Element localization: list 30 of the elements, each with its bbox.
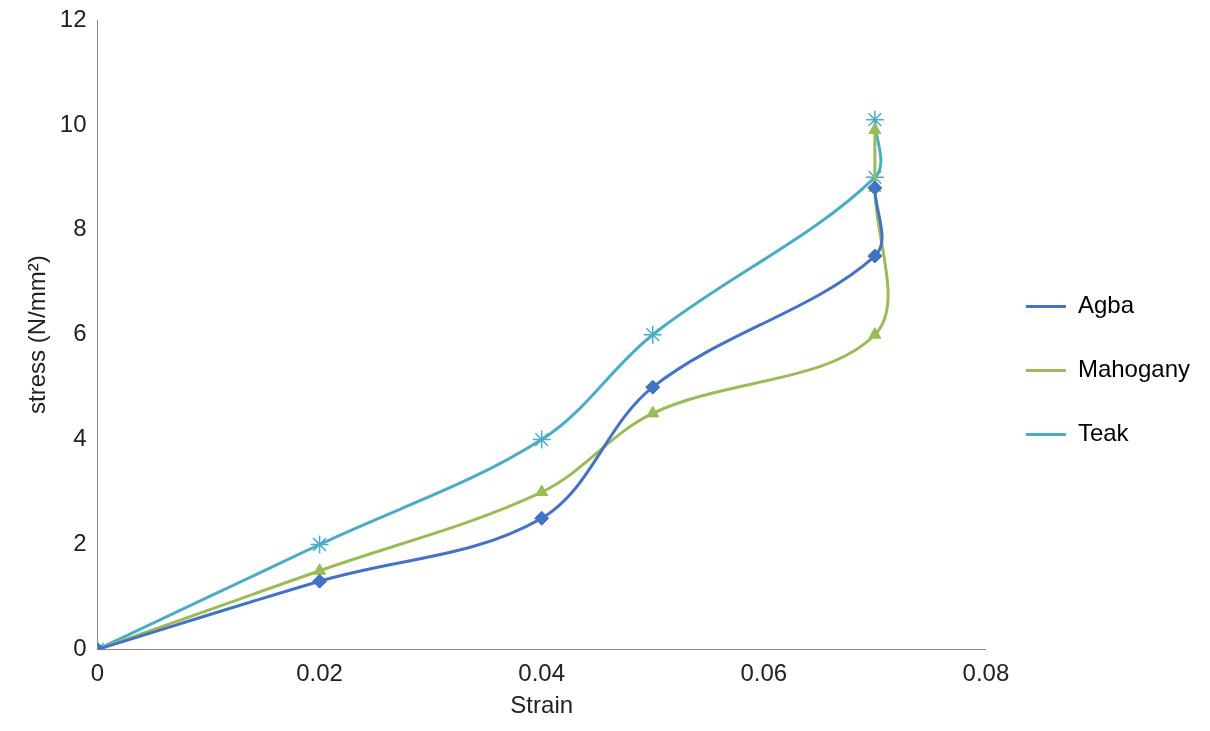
y-tick-label: 0 — [73, 634, 87, 662]
point — [313, 563, 327, 575]
point — [867, 180, 883, 196]
point — [867, 248, 883, 264]
y-tick-label: 10 — [59, 109, 87, 137]
y-tick-label: 6 — [73, 319, 87, 347]
point — [535, 484, 549, 497]
legend-label: Mahogany — [1077, 355, 1190, 383]
point — [868, 327, 882, 339]
point — [645, 379, 661, 395]
point — [531, 429, 552, 450]
point — [534, 510, 550, 526]
x-tick-label: 0.02 — [296, 659, 343, 687]
x-tick-label: 0.04 — [518, 659, 566, 687]
y-tick-label: 4 — [73, 424, 87, 452]
point — [643, 324, 663, 345]
y-tick-label: 2 — [73, 529, 87, 557]
x-tick-label: 0 — [90, 659, 105, 687]
legend-label: Agba — [1077, 291, 1135, 319]
point — [312, 573, 328, 589]
y-tick-label: 12 — [59, 4, 87, 32]
y-axis-title: stress (N/mm²) — [23, 255, 51, 415]
x-tick-label: 0.08 — [962, 659, 1010, 687]
y-tick-label: 8 — [73, 214, 87, 242]
x-tick-label: 0.06 — [740, 659, 788, 687]
point — [309, 534, 330, 555]
legend-label: Teak — [1077, 419, 1130, 447]
point — [646, 405, 660, 418]
point — [868, 122, 882, 135]
x-axis-title: Strain — [510, 691, 574, 719]
